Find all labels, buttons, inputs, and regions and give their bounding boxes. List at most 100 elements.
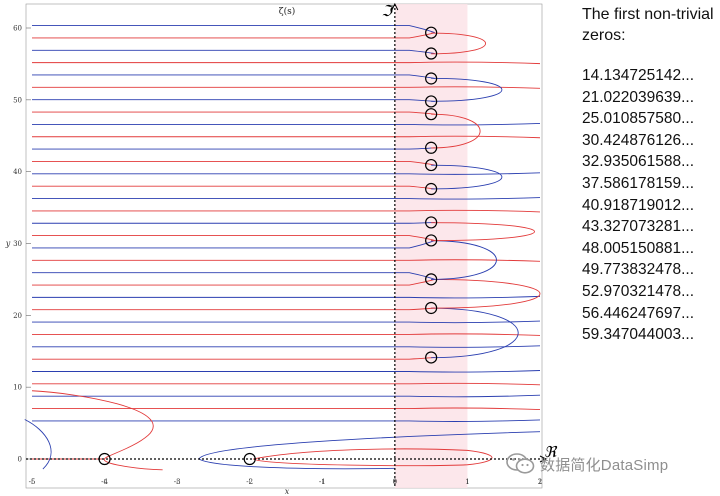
sidebar-heading: The first non-trivial zeros: — [582, 6, 714, 44]
y-tick-label: 40 — [13, 168, 22, 176]
real-zero-curve — [31, 278, 435, 286]
real-zero-curve — [31, 235, 435, 241]
imag-zero-curve — [31, 147, 435, 150]
watermark-text: 数据简化DataSimp — [540, 456, 669, 474]
real-zero-curve — [31, 259, 541, 262]
nontrivial-zero-marker — [425, 158, 438, 172]
real-zero-curve — [31, 160, 435, 166]
wechat-icon — [506, 453, 535, 474]
imag-zero-curve — [31, 320, 541, 324]
zeta-zero-contours — [24, 25, 541, 471]
zero-value: 37.586178159... — [582, 174, 695, 192]
real-zero-curve — [31, 357, 435, 360]
imag-zero-loop — [431, 240, 497, 280]
imag-zero-curve — [31, 345, 541, 348]
imag-zero-curve — [31, 122, 541, 126]
zeros-sidebar: The first non-trivial zeros: 14.13472514… — [582, 4, 718, 346]
real-zero-curve — [31, 209, 541, 213]
x-axis-label: x — [285, 487, 290, 496]
real-zero-curve — [31, 185, 435, 190]
nontrivial-zero-marker — [425, 72, 438, 85]
real-zero-curve — [31, 407, 541, 411]
nontrivial-zero-marker — [425, 351, 438, 364]
nontrivial-zero-marker — [425, 47, 438, 60]
nontrivial-zero-marker — [425, 216, 438, 229]
zero-value: 49.773832478... — [582, 261, 695, 279]
imag-zero-curve — [198, 458, 395, 470]
real-zero-curve — [31, 135, 541, 139]
real-zero-loop — [431, 278, 541, 309]
zero-value: 43.327073281... — [582, 218, 695, 236]
real-axis-arrow — [539, 455, 548, 463]
imag-zero-loop — [431, 164, 503, 190]
y-tick-label: 60 — [13, 25, 22, 33]
y-tick-label: 10 — [13, 384, 22, 392]
imag-zero-curve — [31, 221, 435, 224]
nontrivial-zero-marker — [425, 141, 438, 154]
trivial-zero-marker — [243, 452, 256, 466]
zeros-list: 14.134725142... 21.022039639... 25.01085… — [582, 65, 718, 346]
real-axis-label: ℜ — [544, 443, 558, 461]
x-tick-label: -3 — [174, 478, 181, 486]
imag-zero-curve — [31, 172, 541, 175]
imag-zero-curve — [31, 272, 435, 280]
y-tick-label: 50 — [13, 96, 22, 104]
x-tick-label: -4 — [101, 478, 108, 486]
nontrivial-zero-marker — [425, 234, 438, 247]
nontrivial-zero-marker — [425, 95, 438, 108]
nontrivial-zero-marker — [425, 273, 438, 286]
zero-value: 14.134725142... — [582, 67, 695, 84]
zero-value: 32.935061588... — [582, 153, 695, 171]
real-zero-curve — [31, 61, 541, 65]
x-tick-label: 2 — [538, 478, 542, 486]
zero-value: 40.918719012... — [582, 196, 695, 214]
nontrivial-zero-marker — [425, 108, 438, 121]
x-tick-label: 1 — [465, 478, 469, 486]
real-zero-loop — [431, 113, 481, 149]
zero-value: 30.424876126... — [582, 131, 695, 149]
nontrivial-zero-marker — [425, 182, 438, 196]
real-zero-curve — [31, 382, 541, 386]
y-axis-label: y — [5, 239, 11, 248]
chart-title: ζ(s) — [279, 6, 296, 17]
trivial-zero-marker — [98, 452, 111, 466]
real-zero-curve — [31, 111, 435, 115]
zero-value: 25.010857580... — [582, 110, 695, 128]
imag-zero-curve — [31, 74, 435, 79]
nontrivial-zero-marker — [425, 301, 438, 315]
real-zero-loop — [431, 222, 536, 242]
imag-zero-curve — [31, 25, 435, 34]
real-zero-curve — [31, 333, 541, 336]
imag-zero-curve — [24, 419, 52, 470]
imaginary-axis-arrow — [391, 2, 399, 11]
imag-zero-curve — [31, 240, 435, 249]
imag-zero-curve — [31, 49, 435, 54]
real-zero-curve — [31, 390, 163, 471]
imag-zero-loop — [431, 307, 519, 359]
zero-markers — [98, 26, 438, 466]
coordinate-axes — [26, 2, 548, 488]
y-tick-label: 30 — [13, 240, 22, 248]
y-tick-label: 0 — [18, 456, 22, 464]
imag-zero-curve — [31, 394, 541, 398]
imag-axis-label: ℑ — [382, 2, 395, 20]
real-zero-curve — [31, 86, 541, 89]
zero-value: 59.347044003... — [582, 326, 695, 344]
imag-zero-curve — [31, 295, 541, 299]
zero-value: 48.005150881... — [582, 239, 695, 257]
watermark: 数据简化DataSimp — [506, 452, 668, 476]
imag-zero-curve — [31, 370, 541, 373]
real-zero-curve — [31, 32, 435, 39]
imag-zero-curve — [31, 99, 435, 102]
imag-zero-curve — [198, 431, 541, 460]
x-tick-label: -5 — [29, 478, 36, 486]
x-tick-label: -2 — [246, 478, 253, 486]
zero-value: 56.446247697... — [582, 304, 695, 322]
real-zero-loop — [253, 448, 493, 467]
imag-zero-curve — [31, 419, 541, 422]
imag-zero-curve — [31, 197, 541, 200]
real-zero-curve — [31, 307, 435, 311]
imag-zero-loop — [431, 77, 503, 102]
